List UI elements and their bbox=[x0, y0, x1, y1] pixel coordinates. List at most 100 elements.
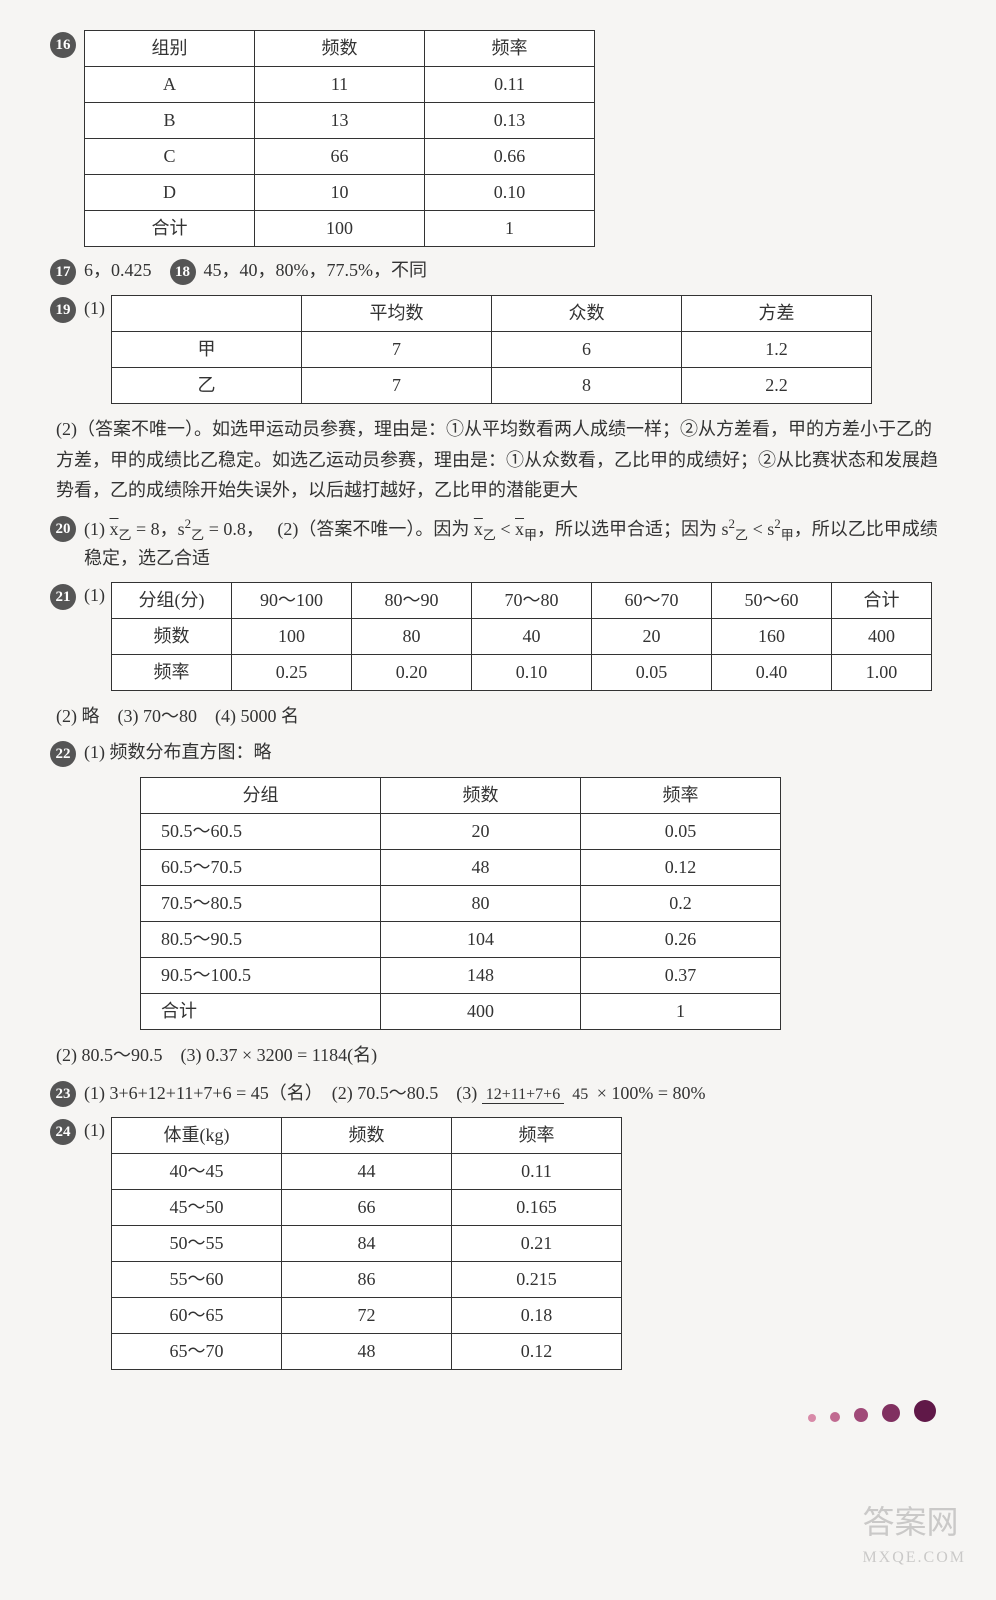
q20-part1: (1) x乙 = 8，s2乙 = 0.8， bbox=[84, 519, 273, 539]
table-cell: 40～45 bbox=[112, 1154, 282, 1190]
decoration-dot bbox=[882, 1404, 900, 1422]
table-q21: 分组(分)90～10080～9070～8060～7050～60合计 频数1008… bbox=[111, 582, 932, 691]
page-dots bbox=[50, 1400, 946, 1430]
table-header-cell bbox=[112, 296, 302, 332]
table-cell: 72 bbox=[282, 1298, 452, 1334]
table-cell: 甲 bbox=[112, 332, 302, 368]
q23-frac-den: 45 bbox=[568, 1086, 592, 1103]
table-cell: 0.11 bbox=[425, 67, 595, 103]
table-q19: 平均数众数方差 甲761.2乙782.2 bbox=[111, 295, 872, 404]
table-cell: 66 bbox=[255, 139, 425, 175]
table-cell: 0.2 bbox=[581, 886, 781, 922]
table-cell: 1.2 bbox=[682, 332, 872, 368]
table-header-cell: 方差 bbox=[682, 296, 872, 332]
table-cell: 0.05 bbox=[592, 654, 712, 690]
table-cell: 45～50 bbox=[112, 1190, 282, 1226]
table-q24: 体重(kg)频数频率 40～45440.1145～50660.16550～558… bbox=[111, 1117, 622, 1370]
table-header-cell: 组别 bbox=[85, 31, 255, 67]
answer-22: (2) 80.5～90.5 (3) 0.37 × 3200 = 1184(名) bbox=[56, 1040, 946, 1071]
table-row: 70.5～80.5800.2 bbox=[141, 886, 781, 922]
table-header-cell: 分组 bbox=[141, 778, 381, 814]
table-cell: 11 bbox=[255, 67, 425, 103]
table-header-cell: 频率 bbox=[581, 778, 781, 814]
table-cell: 0.18 bbox=[452, 1298, 622, 1334]
table-header-cell: 分组(分) bbox=[112, 582, 232, 618]
table-row: 50～55840.21 bbox=[112, 1226, 622, 1262]
table-row: 60～65720.18 bbox=[112, 1298, 622, 1334]
table-cell: 6 bbox=[492, 332, 682, 368]
table-cell: 0.66 bbox=[425, 139, 595, 175]
table-cell: 104 bbox=[381, 922, 581, 958]
table-cell: A bbox=[85, 67, 255, 103]
table-cell: 7 bbox=[302, 332, 492, 368]
question-badge-24: 24 bbox=[50, 1119, 76, 1145]
q19-prefix: (1) bbox=[84, 295, 105, 322]
question-badge-19: 19 bbox=[50, 297, 76, 323]
table-row: 乙782.2 bbox=[112, 368, 872, 404]
table-cell: 乙 bbox=[112, 368, 302, 404]
table-cell: 100 bbox=[232, 618, 352, 654]
answer-23: (1) 3+6+12+11+7+6 = 45（名） (2) 70.5～80.5 … bbox=[84, 1080, 946, 1107]
table-row: 合计4001 bbox=[141, 994, 781, 1030]
table-cell: 40 bbox=[472, 618, 592, 654]
table-cell: 50.5～60.5 bbox=[141, 814, 381, 850]
table-cell: 0.37 bbox=[581, 958, 781, 994]
table-q16: 组别频数频率 A110.11B130.13C660.66D100.10合计100… bbox=[84, 30, 595, 247]
table-cell: 10 bbox=[255, 175, 425, 211]
q23-part1: (1) 3+6+12+11+7+6 = 45（名） (2) 70.5～80.5 … bbox=[84, 1083, 482, 1103]
table-cell: 84 bbox=[282, 1226, 452, 1262]
question-badge-18: 18 bbox=[170, 259, 196, 285]
question-badge-20: 20 bbox=[50, 516, 76, 542]
table-cell: 400 bbox=[832, 618, 932, 654]
answer-21: (2) 略 (3) 70～80 (4) 5000 名 bbox=[56, 701, 946, 732]
table-cell: 0.10 bbox=[425, 175, 595, 211]
q23-part3: × 100% = 80% bbox=[597, 1083, 706, 1103]
table-cell: 频数 bbox=[112, 618, 232, 654]
table-cell: 86 bbox=[282, 1262, 452, 1298]
table-row: 50.5～60.5200.05 bbox=[141, 814, 781, 850]
table-cell: 65～70 bbox=[112, 1334, 282, 1370]
table-cell: 148 bbox=[381, 958, 581, 994]
table-cell: 400 bbox=[381, 994, 581, 1030]
table-cell: 100 bbox=[255, 211, 425, 247]
table-cell: 13 bbox=[255, 103, 425, 139]
answer-20: (1) x乙 = 8，s2乙 = 0.8， (2)（答案不唯一）。因为 x乙 <… bbox=[84, 514, 946, 572]
q23-frac-num: 12+11+7+6 bbox=[482, 1086, 564, 1104]
table-cell: 0.26 bbox=[581, 922, 781, 958]
decoration-dot bbox=[830, 1412, 840, 1422]
question-badge-17: 17 bbox=[50, 259, 76, 285]
q24-prefix: (1) bbox=[84, 1117, 105, 1144]
table-header-cell: 频数 bbox=[255, 31, 425, 67]
table-cell: 48 bbox=[282, 1334, 452, 1370]
table-row: 合计1001 bbox=[85, 211, 595, 247]
table-cell: 20 bbox=[381, 814, 581, 850]
table-cell: 0.12 bbox=[452, 1334, 622, 1370]
table-cell: 8 bbox=[492, 368, 682, 404]
question-badge-23: 23 bbox=[50, 1081, 76, 1107]
q21-prefix: (1) bbox=[84, 582, 105, 609]
table-cell: 60～65 bbox=[112, 1298, 282, 1334]
table-row: 45～50660.165 bbox=[112, 1190, 622, 1226]
table-header-cell: 众数 bbox=[492, 296, 682, 332]
table-header-cell: 合计 bbox=[832, 582, 932, 618]
table-cell: 合计 bbox=[85, 211, 255, 247]
table-row: D100.10 bbox=[85, 175, 595, 211]
table-cell: 7 bbox=[302, 368, 492, 404]
table-cell: 0.21 bbox=[452, 1226, 622, 1262]
table-cell: 合计 bbox=[141, 994, 381, 1030]
table-cell: 0.20 bbox=[352, 654, 472, 690]
table-cell: 0.05 bbox=[581, 814, 781, 850]
table-cell: 48 bbox=[381, 850, 581, 886]
q22-prefix: (1) 频数分布直方图：略 bbox=[84, 739, 946, 766]
table-row: 频率0.250.200.100.050.401.00 bbox=[112, 654, 932, 690]
decoration-dot bbox=[854, 1408, 868, 1422]
table-cell: 80 bbox=[352, 618, 472, 654]
table-cell: 60.5～70.5 bbox=[141, 850, 381, 886]
table-cell: 66 bbox=[282, 1190, 452, 1226]
table-cell: 0.12 bbox=[581, 850, 781, 886]
decoration-dot bbox=[808, 1414, 816, 1422]
table-row: C660.66 bbox=[85, 139, 595, 175]
answer-17: 6，0.425 bbox=[84, 257, 152, 284]
table-cell: 44 bbox=[282, 1154, 452, 1190]
table-cell: 1 bbox=[425, 211, 595, 247]
